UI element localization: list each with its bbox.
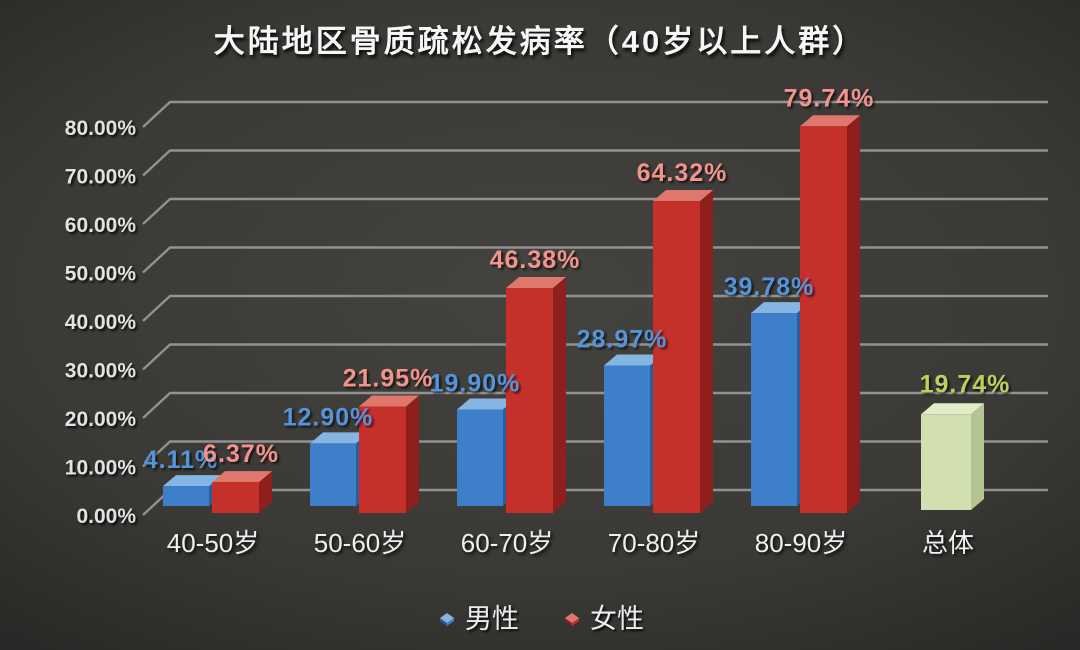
y-tick-label: 40.00% [65, 311, 137, 334]
bar-female-80-90岁-side [847, 115, 860, 514]
y-tick-label: 80.00% [65, 117, 137, 140]
legend-item-女性: 女性 [561, 597, 644, 636]
bar-label-male-80-90岁: 39.78% [724, 273, 815, 301]
bar-female-50-60岁-side [406, 395, 419, 513]
bar-female-40-50岁-side [259, 471, 272, 513]
gridline [142, 197, 1048, 225]
bar-female-80-90岁-front [800, 126, 847, 514]
legend: 男性 女性 [0, 597, 1080, 636]
y-tick-label: 70.00% [65, 166, 137, 189]
category-label-总体: 总体 [922, 528, 974, 558]
legend-swatch-icon [440, 612, 454, 626]
bar-female-60-70岁-side [553, 277, 566, 513]
bar-label-female-60-70岁: 46.38% [490, 246, 581, 274]
bar-label-overall-总体: 19.74% [920, 370, 1011, 398]
bar-male-60-70岁-top [457, 398, 516, 410]
bar-female-50-60岁-front [359, 406, 406, 513]
gridline [142, 488, 1048, 516]
bar-male-40-50岁-top [163, 475, 222, 487]
gridline [142, 294, 1048, 322]
bar-female-70-80岁-top [653, 190, 713, 202]
bar-male-80-90岁-top [751, 302, 810, 314]
category-label-80-90岁: 80-90岁 [755, 528, 848, 558]
bar-female-40-50岁-front [212, 482, 259, 513]
legend-swatch-icon [565, 612, 579, 626]
gridline [142, 100, 1048, 128]
bar-female-80-90岁-top [800, 115, 860, 127]
bar-male-50-60岁-top [310, 432, 369, 444]
category-label-50-60岁: 50-60岁 [314, 528, 407, 558]
bar-male-70-80岁-front [604, 365, 650, 506]
y-tick-label: 10.00% [65, 457, 137, 480]
legend-label: 女性 [590, 604, 644, 634]
gridline [142, 149, 1048, 177]
legend-item-男性: 男性 [436, 597, 519, 636]
bar-male-40-50岁-front [163, 486, 209, 506]
category-label-40-50岁: 40-50岁 [167, 528, 260, 558]
bar-label-female-50-60岁: 21.95% [343, 365, 434, 393]
y-tick-label: 50.00% [65, 263, 137, 286]
bar-female-40-50岁-top [212, 471, 272, 483]
bar-label-female-40-50岁: 6.37% [203, 440, 279, 468]
bar-overall-总体-side [971, 403, 984, 510]
y-tick-label: 0.00% [76, 505, 136, 528]
bar-label-female-80-90岁: 79.74% [784, 84, 875, 112]
gridline [142, 246, 1048, 274]
bar-male-70-80岁-top [604, 354, 663, 366]
y-tick-label: 30.00% [65, 360, 137, 383]
bar-label-male-60-70岁: 19.90% [430, 369, 521, 397]
y-tick-label: 20.00% [65, 408, 137, 431]
bar-label-female-70-80岁: 64.32% [637, 159, 728, 187]
bar-female-70-80岁-front [653, 201, 700, 513]
bar-female-70-80岁-side [700, 190, 713, 513]
bar-label-male-50-60岁: 12.90% [283, 403, 374, 431]
bar-female-50-60岁-top [359, 395, 419, 407]
bar-overall-总体-top [921, 403, 984, 415]
y-tick-label: 60.00% [65, 214, 137, 237]
legend-label: 男性 [465, 604, 519, 634]
bar-male-80-90岁-front [751, 313, 797, 506]
bar-female-60-70岁-top [506, 277, 566, 289]
bar-label-male-40-50岁: 4.11% [144, 446, 219, 474]
bar-overall-总体-front [921, 414, 971, 510]
category-label-70-80岁: 70-80岁 [608, 528, 701, 558]
bar-label-male-70-80岁: 28.97% [577, 325, 668, 353]
bar-male-60-70岁-front [457, 409, 503, 506]
bar-male-50-60岁-front [310, 443, 356, 506]
chart-title: 大陆地区骨质疏松发病率（40岁以上人群） [213, 24, 867, 59]
bar-female-60-70岁-front [506, 288, 553, 513]
gridline [142, 391, 1048, 419]
category-label-60-70岁: 60-70岁 [461, 528, 554, 558]
